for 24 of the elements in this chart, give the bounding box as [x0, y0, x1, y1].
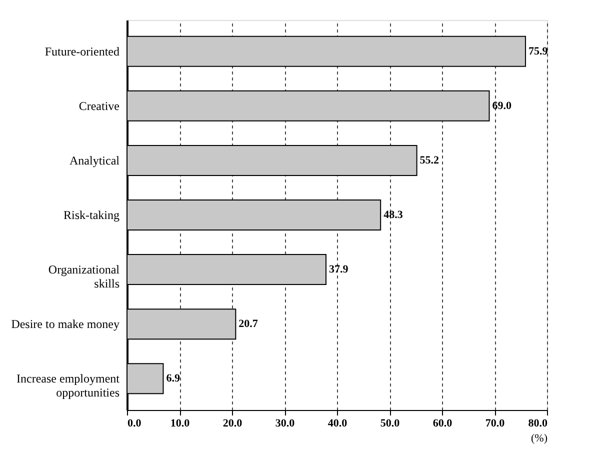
data-label: 75.9	[528, 45, 548, 58]
y-tick-label: Creative	[78, 98, 120, 113]
data-label: 69.0	[492, 100, 512, 112]
y-tick-label: Increase employment opportunities	[16, 372, 120, 400]
data-label: 20.7	[238, 318, 258, 330]
x-tick-label: 70.0	[485, 418, 506, 430]
y-tick-label: Future-oriented	[44, 44, 120, 58]
x-tick-label: 20.0	[222, 418, 243, 430]
x-axis-title: (%)	[531, 432, 548, 444]
x-tick-label: 60.0	[432, 418, 453, 430]
data-label: 48.3	[384, 209, 404, 221]
x-tick-label: 30.0	[275, 418, 296, 430]
x-tick-label: 50.0	[380, 418, 400, 430]
y-tick-label: Desire to make money	[11, 317, 120, 332]
x-tick-label: 40.0	[328, 418, 348, 430]
y-tick-label: Organizational skills	[48, 262, 120, 291]
y-tick-label: Analytical	[70, 153, 120, 168]
y-tick-label: Risk-taking	[64, 208, 120, 222]
x-tick-label: 0.0	[128, 418, 142, 430]
x-tick-label: 80.0	[528, 418, 548, 430]
x-tick-label: 10.0	[170, 418, 190, 430]
data-label: 37.9	[328, 264, 349, 276]
data-label: 6.9	[166, 372, 180, 385]
data-label: 55.2	[420, 154, 440, 166]
